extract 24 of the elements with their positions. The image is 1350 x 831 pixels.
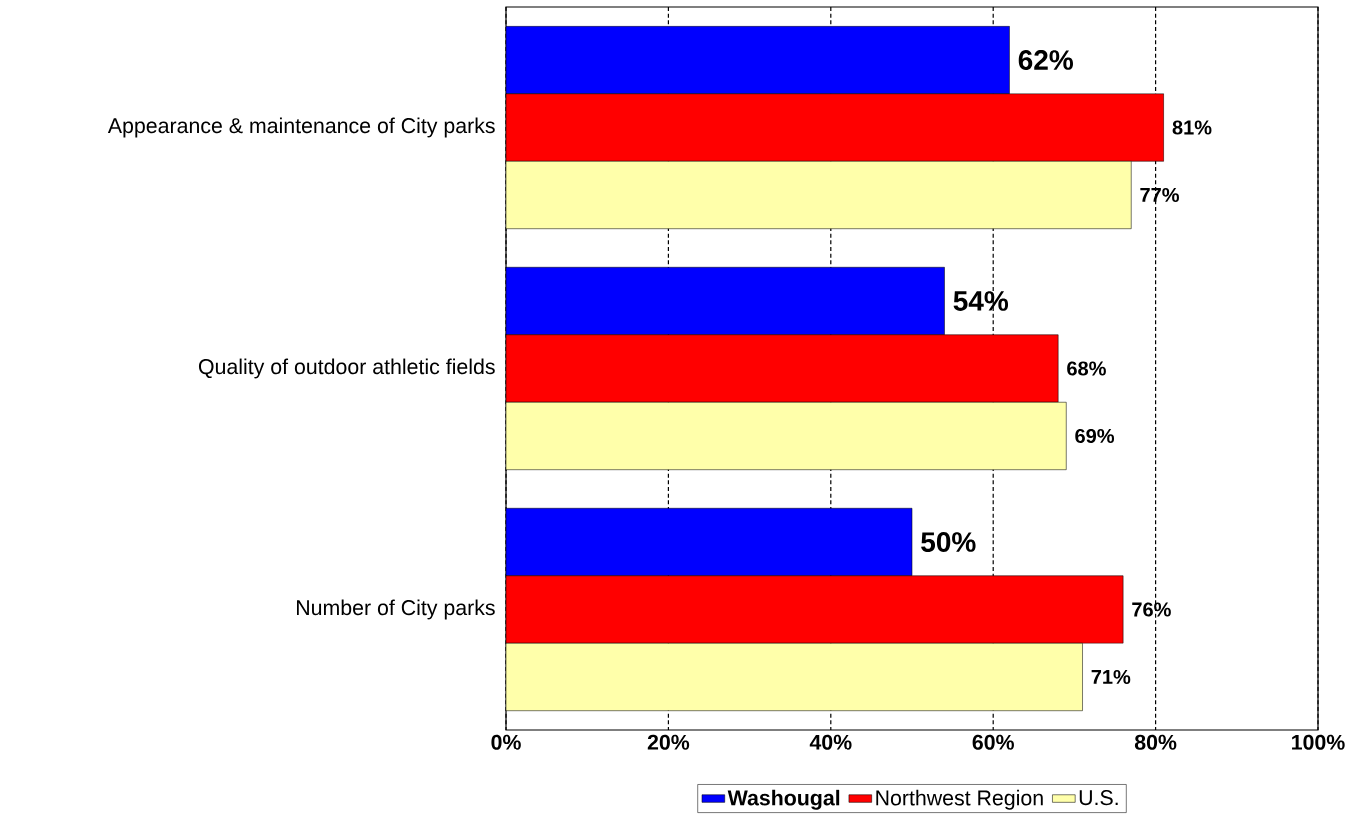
x-tick-label: 20% bbox=[647, 734, 690, 750]
bar bbox=[506, 575, 1124, 644]
x-tick-label: 60% bbox=[972, 734, 1014, 750]
x-tick-label: 0% bbox=[491, 734, 521, 750]
y-tick-label: Number of City parks bbox=[297, 599, 495, 620]
y-tick-label: Appearance & maintenance of City parks bbox=[107, 117, 495, 138]
data-label: 81% bbox=[1172, 120, 1212, 135]
x-tick-label: 100% bbox=[1292, 734, 1345, 750]
data-label: 76% bbox=[1132, 602, 1171, 617]
data-label: 68% bbox=[1067, 361, 1106, 376]
y-tick-label: Quality of outdoor athletic fields bbox=[198, 358, 495, 379]
legend-label: Washougal bbox=[727, 789, 840, 810]
data-label: 77% bbox=[1140, 187, 1179, 202]
bar bbox=[506, 93, 1164, 162]
x-tick-label: 40% bbox=[809, 734, 852, 750]
data-label: 71% bbox=[1091, 669, 1131, 684]
data-label: 62% bbox=[1018, 50, 1073, 70]
data-label: 54% bbox=[953, 291, 1009, 311]
data-label: 50% bbox=[921, 532, 976, 552]
bar bbox=[506, 334, 1059, 403]
data-label: 69% bbox=[1075, 428, 1115, 444]
x-tick-label: 80% bbox=[1134, 734, 1177, 750]
legend-label: U.S. bbox=[1079, 790, 1118, 806]
legend-label: Northwest Region bbox=[876, 789, 1043, 810]
